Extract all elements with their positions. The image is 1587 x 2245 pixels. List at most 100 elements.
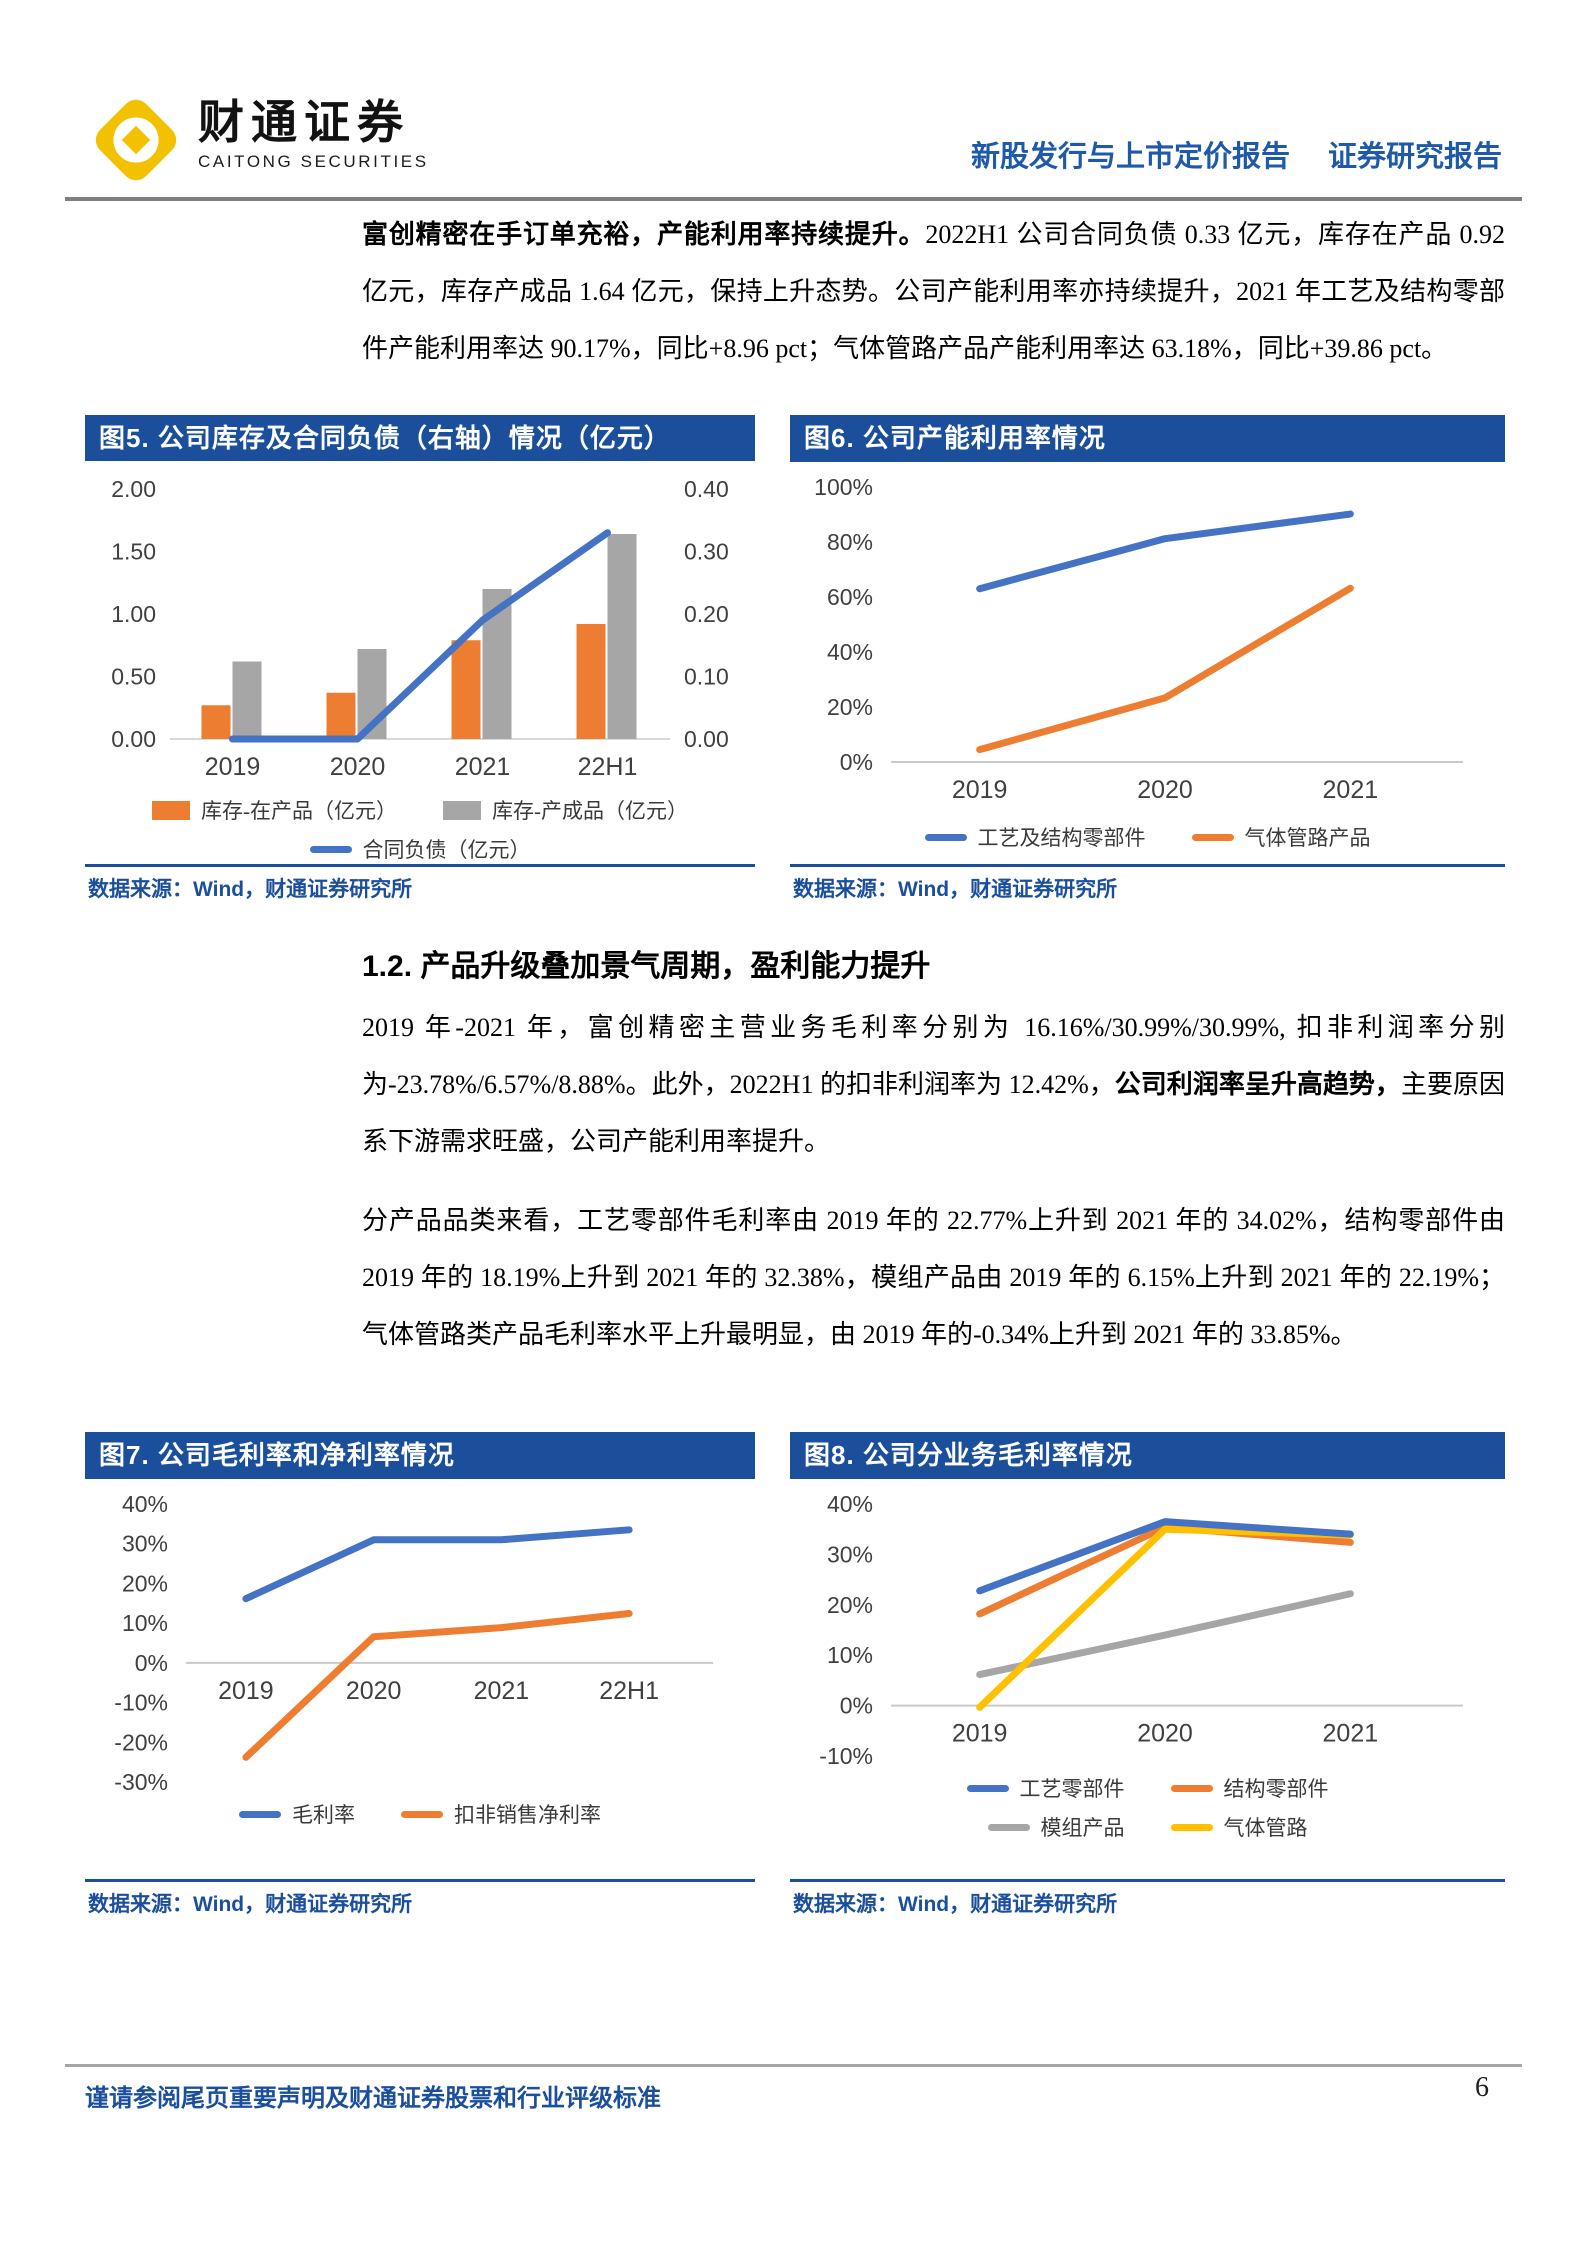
svg-text:2021: 2021 — [455, 753, 511, 781]
figure-7-title-bar: 图7. 公司毛利率和净利率情况 — [85, 1432, 755, 1479]
svg-text:-10%: -10% — [819, 1743, 873, 1768]
company-logo: 财通证券 CAITONG SECURITIES — [88, 92, 429, 188]
figure-5-legend: 库存-在产品（亿元） 库存-产成品（亿元） 合同负债（亿元） — [85, 795, 755, 864]
doc-title: 新股发行与上市定价报告 — [970, 141, 1290, 173]
figure-8-chart: -10% 0% 10% 20% 30% 40% 2019 2020 2021 — [819, 1491, 1463, 1768]
svg-text:2.00: 2.00 — [111, 476, 156, 502]
svg-text:80%: 80% — [827, 529, 873, 555]
legend-swatch-icon — [239, 1810, 281, 1818]
svg-text:-20%: -20% — [114, 1729, 168, 1755]
legend-swatch-icon — [966, 1784, 1009, 1792]
legend-swatch-icon — [443, 800, 481, 820]
legend-item: 扣非销售净利率 — [401, 1799, 601, 1829]
svg-text:2020: 2020 — [330, 753, 386, 781]
legend-item: 库存-产成品（亿元） — [443, 795, 688, 825]
legend-item: 模组产品 — [987, 1812, 1125, 1842]
legend-label: 扣非销售净利率 — [454, 1803, 601, 1827]
legend-row: 毛利率 扣非销售净利率 — [239, 1799, 601, 1829]
legend-label: 结构零部件 — [1223, 1777, 1329, 1801]
svg-text:0%: 0% — [840, 1693, 873, 1719]
legend-row: 工艺零部件 结构零部件 — [966, 1773, 1329, 1803]
legend-swatch-icon — [1170, 1823, 1213, 1831]
legend-row: 工艺及结构零部件 气体管路产品 — [924, 822, 1371, 852]
svg-text:2019: 2019 — [218, 1677, 274, 1705]
legend-label: 模组产品 — [1040, 1816, 1125, 1840]
logo-english-name: CAITONG SECURITIES — [198, 152, 429, 171]
figure-6-title-bar: 图6. 公司产能利用率情况 — [790, 415, 1505, 462]
svg-text:2020: 2020 — [346, 1677, 402, 1705]
legend-swatch-icon — [401, 1810, 443, 1818]
figure-8-source: 数据来源：Wind，财通证券研究所 — [790, 1879, 1505, 1922]
svg-text:-30%: -30% — [114, 1769, 168, 1794]
svg-text:2019: 2019 — [205, 753, 261, 781]
svg-text:1.50: 1.50 — [111, 539, 156, 565]
svg-text:0%: 0% — [135, 1650, 168, 1676]
legend-label: 毛利率 — [292, 1803, 355, 1827]
legend-item: 气体管路产品 — [1191, 822, 1371, 852]
legend-label: 气体管路 — [1223, 1816, 1308, 1840]
legend-swatch-icon — [152, 800, 190, 820]
svg-text:0.00: 0.00 — [684, 726, 729, 752]
svg-text:0.10: 0.10 — [684, 664, 729, 690]
paragraph-order-capacity: 富创精密在手订单充裕，产能利用率持续提升。2022H1 公司合同负债 0.33 … — [362, 206, 1505, 377]
report-header-title: 新股发行与上市定价报告 证券研究报告 — [971, 133, 1502, 175]
svg-text:22H1: 22H1 — [578, 753, 638, 781]
svg-text:20%: 20% — [827, 694, 873, 720]
figure-7-legend: 毛利率 扣非销售净利率 — [85, 1799, 755, 1829]
legend-swatch-icon — [1191, 833, 1234, 841]
legend-item: 结构零部件 — [1170, 1773, 1329, 1803]
legend-item: 工艺及结构零部件 — [924, 822, 1146, 852]
svg-text:0%: 0% — [840, 749, 873, 775]
svg-text:40%: 40% — [122, 1491, 168, 1517]
figure-5-title-bar: 图5. 公司库存及合同负债（右轴）情况（亿元） — [85, 415, 755, 462]
legend-row: 库存-在产品（亿元） 库存-产成品（亿元） — [152, 795, 688, 825]
svg-text:2019: 2019 — [952, 776, 1008, 804]
svg-text:30%: 30% — [122, 1531, 168, 1557]
paragraph-body: 2022H1 公司合同负债 0.33 亿元，库存在产品 0.92 亿元，库存产成… — [362, 220, 1505, 363]
paragraph-margin-trend: 2019 年-2021 年，富创精密主营业务毛利率分别为 16.16%/30.9… — [362, 999, 1505, 1170]
svg-text:2019: 2019 — [952, 1720, 1008, 1748]
paragraph-body: 主要原因系下游需求旺盛，公司产能利用率提升。 — [362, 1070, 1505, 1156]
logo-chinese-name: 财通证券 — [198, 97, 410, 148]
legend-label: 工艺零部件 — [1019, 1777, 1125, 1801]
legend-item: 合同负债（亿元） — [309, 834, 531, 864]
paragraph-bold-inline: 公司利润率呈升高趋势， — [1114, 1069, 1401, 1099]
legend-row: 合同负债（亿元） — [309, 834, 531, 864]
svg-text:2021: 2021 — [474, 1677, 530, 1705]
footer-divider — [65, 2064, 1522, 2067]
svg-text:2020: 2020 — [1137, 776, 1193, 804]
section-heading-1-2: 1.2. 产品升级叠加景气周期，盈利能力提升 — [362, 950, 931, 983]
legend-label: 合同负债（亿元） — [362, 838, 531, 862]
legend-item: 气体管路 — [1170, 1812, 1308, 1842]
legend-label: 库存-在产品（亿元） — [201, 799, 397, 823]
page-number: 6 — [1475, 2072, 1489, 2103]
figure-6: 图6. 公司产能利用率情况 0% 20% 40% 60% 80% 100% 2019 2020… — [790, 415, 1505, 907]
paragraph-product-margin: 分产品品类来看，工艺零部件毛利率由 2019 年的 22.77%上升到 2021… — [362, 1206, 1505, 1349]
figure-6-legend: 工艺及结构零部件 气体管路产品 — [790, 822, 1505, 852]
svg-text:2021: 2021 — [1323, 1720, 1379, 1748]
svg-text:1.00: 1.00 — [111, 601, 156, 627]
svg-text:0.50: 0.50 — [111, 664, 156, 690]
svg-text:2021: 2021 — [1323, 776, 1379, 804]
figure-5: 图5. 公司库存及合同负债（右轴）情况（亿元） 0.00 0.50 1.00 1.50… — [85, 415, 755, 907]
svg-text:10%: 10% — [827, 1642, 873, 1668]
figure-7-chart: -30% -20% -10% 0% 10% 20% 30% 40% 2019 2020 2021 22… — [114, 1491, 713, 1794]
figure-5-source: 数据来源：Wind，财通证券研究所 — [85, 864, 755, 907]
legend-label: 库存-产成品（亿元） — [492, 799, 688, 823]
footer-disclaimer: 谨请参阅尾页重要声明及财通证券股票和行业评级标准 — [85, 2085, 661, 2112]
figure-8: 图8. 公司分业务毛利率情况 -10% 0% 10% 20% 30% 40% 2019 202… — [790, 1432, 1505, 1922]
paragraph-bold-lead: 富创精密在手订单充裕，产能利用率持续提升。 — [362, 219, 926, 249]
svg-text:40%: 40% — [827, 1491, 873, 1517]
caitong-emblem-icon — [95, 99, 177, 181]
svg-text:100%: 100% — [814, 474, 873, 500]
header-divider — [65, 197, 1522, 201]
svg-text:2020: 2020 — [1137, 1720, 1193, 1748]
svg-text:20%: 20% — [827, 1592, 873, 1618]
figure-8-title-bar: 图8. 公司分业务毛利率情况 — [790, 1432, 1505, 1479]
doc-type: 证券研究报告 — [1327, 141, 1502, 173]
legend-swatch-icon — [924, 833, 967, 841]
svg-text:10%: 10% — [122, 1610, 168, 1636]
svg-text:40%: 40% — [827, 639, 873, 665]
figure-6-source: 数据来源：Wind，财通证券研究所 — [790, 864, 1505, 907]
